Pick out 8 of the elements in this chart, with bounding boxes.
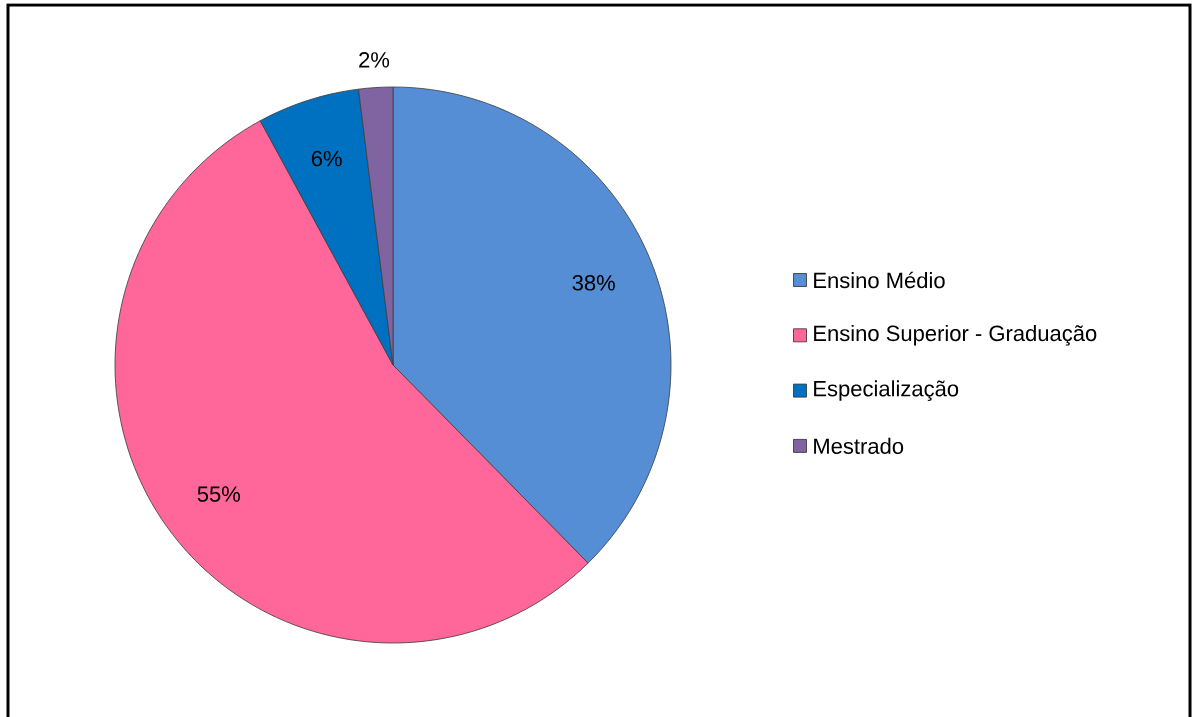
legend-label: Mestrado (814, 437, 904, 454)
data-label: 2% (359, 52, 390, 68)
legend-label: Especialização (814, 380, 959, 401)
data-label: 6% (311, 150, 342, 167)
data-label: 38% (572, 275, 615, 291)
data-label: 55% (197, 486, 241, 502)
legend-label: Ensino Médio (814, 271, 945, 289)
legend-label: Ensino Superior - Graduação (814, 325, 1097, 346)
